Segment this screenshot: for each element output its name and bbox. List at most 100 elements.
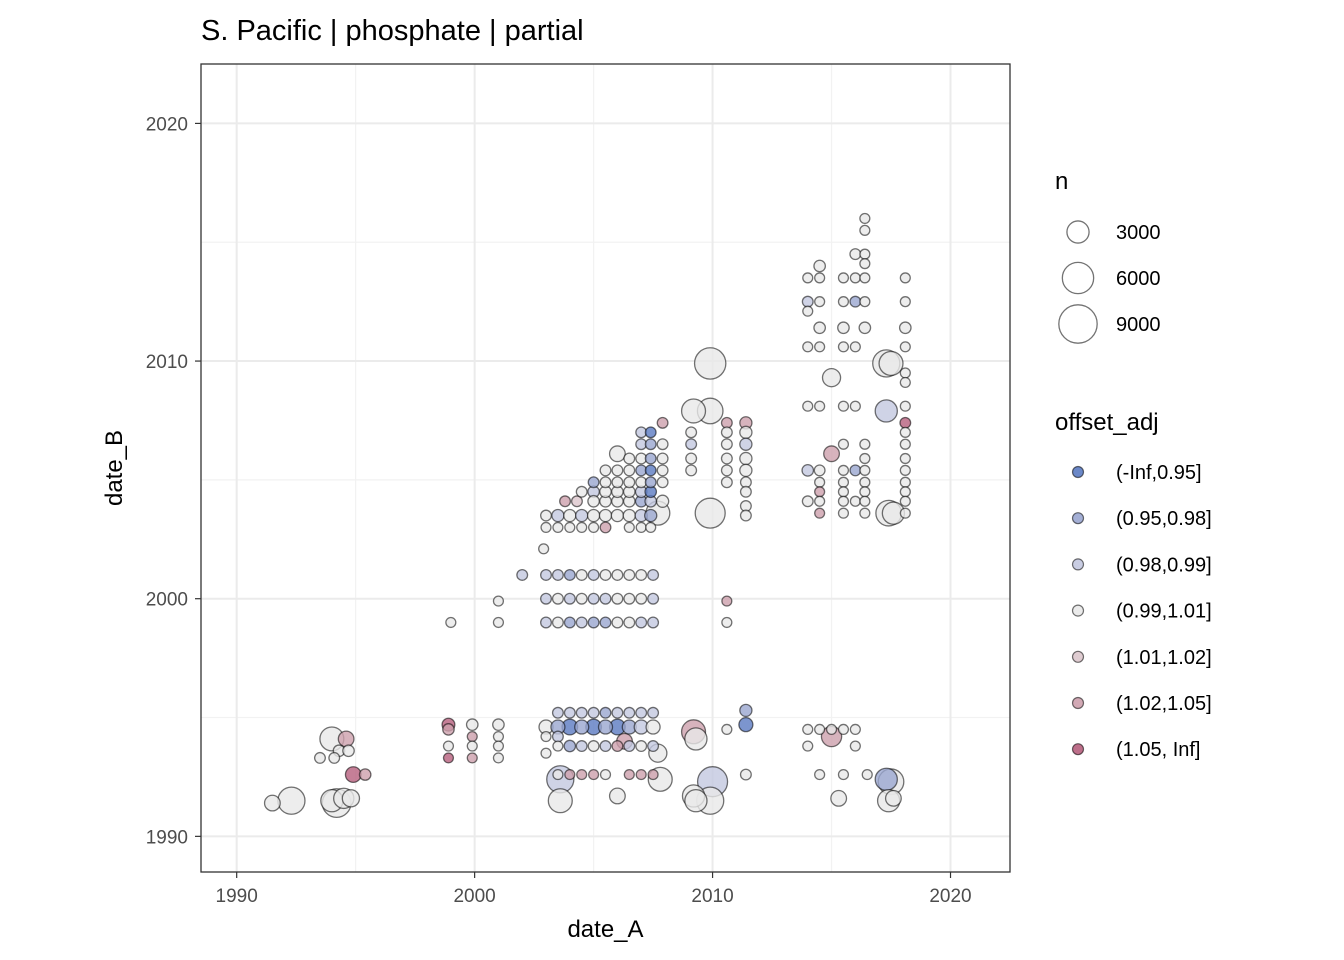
data-point [685,452,698,465]
data-point [547,788,573,814]
size-legend-label: 6000 [1116,268,1161,290]
data-point [680,398,707,424]
data-point [623,476,636,489]
data-point [341,789,361,808]
data-point [837,400,850,412]
color-legend-key [1071,696,1085,710]
data-point [586,508,601,523]
data-point [739,425,753,440]
data-point [552,768,564,781]
color-legend-label: (1.05, Inf] [1116,739,1201,761]
data-point [576,521,588,534]
x-axis-title: date_A [567,916,643,943]
data-point [608,445,626,463]
data-point [635,616,648,629]
data-point [739,703,753,718]
data-point [802,341,814,353]
data-point [599,616,612,629]
data-point [551,508,565,523]
data-point [849,723,861,736]
data-point [814,476,826,488]
data-point [575,706,588,719]
data-point [849,464,862,477]
data-point [721,616,733,629]
data-point [878,350,904,377]
data-point [685,438,698,451]
color-legend: offset_adj (-Inf,0.95] (0.95,0.98] (0.98,0… [1055,409,1212,761]
color-legend-label: (0.98,0.99] [1116,554,1212,576]
data-point [563,739,577,753]
data-point [563,706,576,719]
data-point [540,747,552,759]
data-point [540,521,552,534]
data-point [837,507,850,519]
color-legend-key [1071,604,1085,617]
data-point [861,768,873,781]
data-point [899,341,911,353]
data-point [656,438,669,451]
y-tick-label: 1990 [146,827,188,848]
data-point [263,794,281,812]
data-point [899,486,911,498]
data-point [813,464,826,477]
data-point [466,730,478,743]
data-point [823,445,841,463]
data-point [684,727,708,751]
data-point [899,476,911,488]
size-legend-title: n [1055,168,1068,195]
data-point [599,592,612,605]
data-point [587,740,600,753]
data-point [813,259,827,273]
data-point [813,321,827,335]
data-point [825,723,838,736]
data-point [849,295,862,308]
data-point [599,768,612,781]
data-point [623,706,636,719]
data-point [635,592,648,605]
data-point [859,248,871,260]
data-point [655,494,670,508]
data-point [849,495,861,507]
data-point [802,400,814,412]
data-point [859,272,871,284]
data-point [551,592,564,605]
y-axis-title: date_B [101,430,128,506]
data-point [720,476,733,489]
data-point [830,789,848,807]
data-point [684,788,708,813]
data-point [859,296,871,308]
data-point [739,437,753,451]
data-point [611,464,624,477]
data-point [599,568,612,581]
plot-border [200,63,1011,873]
y-tick-label: 2020 [146,114,188,135]
data-point [647,568,660,581]
data-point [611,616,624,629]
data-point [575,740,588,753]
data-point [801,495,814,508]
data-point [720,452,733,465]
data-point [858,321,872,335]
data-point [644,438,657,451]
data-point [720,438,733,451]
data-point [647,706,660,719]
data-point [874,767,898,792]
data-point [859,258,871,270]
data-point [635,521,647,534]
data-point [492,616,505,629]
data-point [898,321,912,335]
x-tick-label: 2000 [453,886,495,907]
data-point [644,426,657,439]
data-point [644,464,657,477]
data-point [685,464,698,477]
data-point [635,768,647,781]
color-legend-key [1071,465,1085,479]
data-point [611,740,624,753]
data-point [837,438,850,450]
data-point [859,212,871,225]
data-point [899,464,911,476]
data-point [587,494,600,508]
data-point [597,719,614,735]
data-point [899,416,912,429]
data-point [694,497,726,529]
